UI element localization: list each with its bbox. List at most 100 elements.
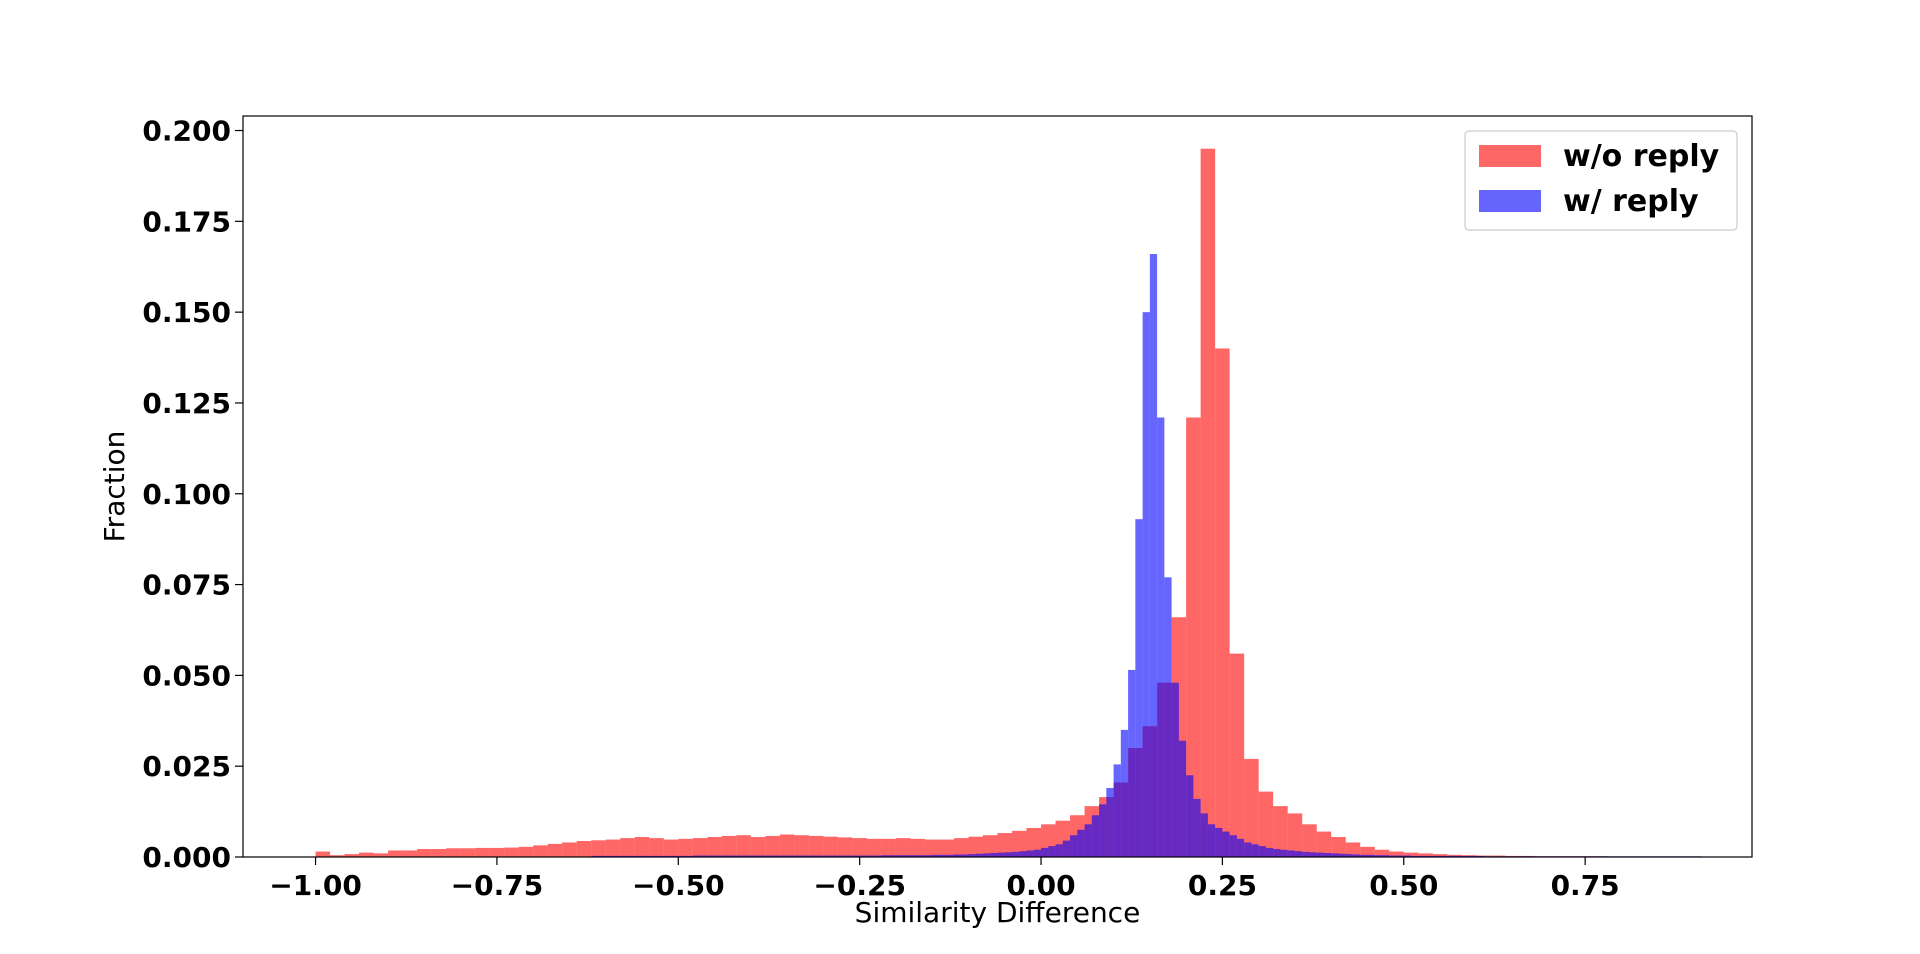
histogram-bar [1259, 846, 1266, 857]
y-tick-label: 0.025 [142, 750, 231, 783]
histogram-bar [1019, 851, 1026, 857]
y-tick-label: 0.000 [142, 841, 231, 874]
histogram-bar [1085, 824, 1092, 857]
histogram-bar [823, 837, 838, 857]
histogram-bar [1077, 830, 1084, 857]
histogram-bar [1034, 850, 1041, 857]
histogram-bar [417, 849, 432, 857]
histogram-bar [1056, 844, 1063, 857]
histogram-bar [1295, 851, 1302, 857]
histogram-bar [1179, 741, 1186, 857]
histogram-bar [1317, 853, 1324, 857]
histogram-bar [954, 838, 969, 857]
histogram-bar [403, 850, 418, 857]
histogram-bar [1186, 775, 1193, 857]
legend-label-wo-reply: w/o reply [1563, 139, 1720, 174]
histogram-bar [1027, 850, 1034, 857]
histogram-bar [359, 853, 374, 857]
histogram-bar [1266, 848, 1273, 857]
histogram-bar [1273, 849, 1280, 857]
histogram-bar [533, 845, 548, 857]
histogram-bar [1251, 844, 1258, 857]
histogram-bar [432, 849, 447, 857]
histogram-bar [1230, 654, 1245, 857]
legend-label-w-reply: w/ reply [1563, 184, 1699, 219]
histogram-bar [1201, 813, 1208, 857]
histogram-bar [1012, 852, 1019, 857]
histogram-bar [577, 841, 592, 857]
histogram-bar [316, 852, 331, 857]
histogram-bar [867, 839, 882, 857]
histogram-bar [852, 838, 867, 857]
histogram-bar [1106, 788, 1113, 857]
histogram-bar [1121, 730, 1128, 857]
histogram-bar [896, 838, 911, 857]
histogram-bar [1150, 254, 1157, 857]
histogram-bar [707, 837, 722, 857]
y-tick-label: 0.125 [142, 387, 231, 420]
bars-layer [316, 149, 1752, 857]
histogram-bar [910, 839, 925, 857]
histogram-bar [490, 848, 505, 857]
histogram-bar [794, 835, 809, 857]
y-tick-label: 0.075 [142, 569, 231, 602]
histogram-bar [1230, 835, 1237, 857]
histogram-bar [881, 839, 896, 857]
histogram-bar [664, 840, 679, 857]
x-tick-label: −1.00 [269, 869, 362, 902]
histogram-bar [1280, 850, 1287, 857]
legend: w/o reply w/ reply [1465, 131, 1737, 230]
histogram-bar [1048, 846, 1055, 857]
x-axis-title: Similarity Difference [855, 896, 1141, 929]
histogram-bar [1215, 828, 1222, 857]
histogram-bar [1244, 759, 1259, 857]
histogram-bar [1128, 670, 1135, 857]
y-axis-title: Fraction [98, 431, 131, 543]
y-tick-label: 0.050 [142, 659, 231, 692]
histogram-bar [1070, 835, 1077, 857]
x-tick-label: 0.25 [1188, 869, 1257, 902]
histogram-bar [751, 837, 766, 857]
histogram-bar [1099, 804, 1106, 857]
histogram-bar [620, 838, 635, 857]
histogram-bar [1215, 348, 1230, 857]
histogram-bar [1201, 149, 1216, 857]
histogram-bar [1237, 839, 1244, 857]
histogram-bar [1041, 848, 1048, 857]
histogram-bar [388, 850, 403, 857]
histogram-bar [1164, 577, 1171, 857]
histogram-bar [1244, 842, 1251, 857]
histogram-bar [1157, 417, 1164, 857]
histogram-bar [722, 836, 737, 857]
histogram-bar [504, 848, 519, 857]
histogram-bar [519, 847, 534, 857]
histogram-bar [693, 838, 708, 857]
histogram-bar [765, 836, 780, 857]
histogram-bar [1135, 519, 1142, 857]
histogram-bar [1302, 852, 1309, 857]
histogram-bar [1114, 764, 1121, 857]
x-tick-label: 0.75 [1551, 869, 1620, 902]
histogram-bar [475, 848, 490, 857]
x-tick-label: −0.75 [451, 869, 544, 902]
histogram-bar [635, 837, 650, 857]
histogram-bar [1208, 824, 1215, 857]
histogram-bar [591, 840, 606, 857]
histogram-bar [1092, 815, 1099, 857]
y-tick-label: 0.175 [142, 205, 231, 238]
histogram-bar [736, 835, 751, 857]
histogram-bar [1172, 683, 1179, 857]
histogram-bar [1288, 850, 1295, 857]
x-tick-label: −0.50 [632, 869, 725, 902]
histogram-bar [562, 842, 577, 857]
histogram-bar [1005, 852, 1012, 857]
y-axis-ticks: 0.0000.0250.0500.0750.1000.1250.1500.175… [142, 115, 243, 874]
histogram-bar [780, 834, 795, 857]
y-tick-label: 0.150 [142, 296, 231, 329]
histogram-bar [809, 836, 824, 857]
histogram-bar [1063, 841, 1070, 857]
y-tick-label: 0.200 [142, 115, 231, 148]
series-wo-reply [316, 149, 1752, 857]
